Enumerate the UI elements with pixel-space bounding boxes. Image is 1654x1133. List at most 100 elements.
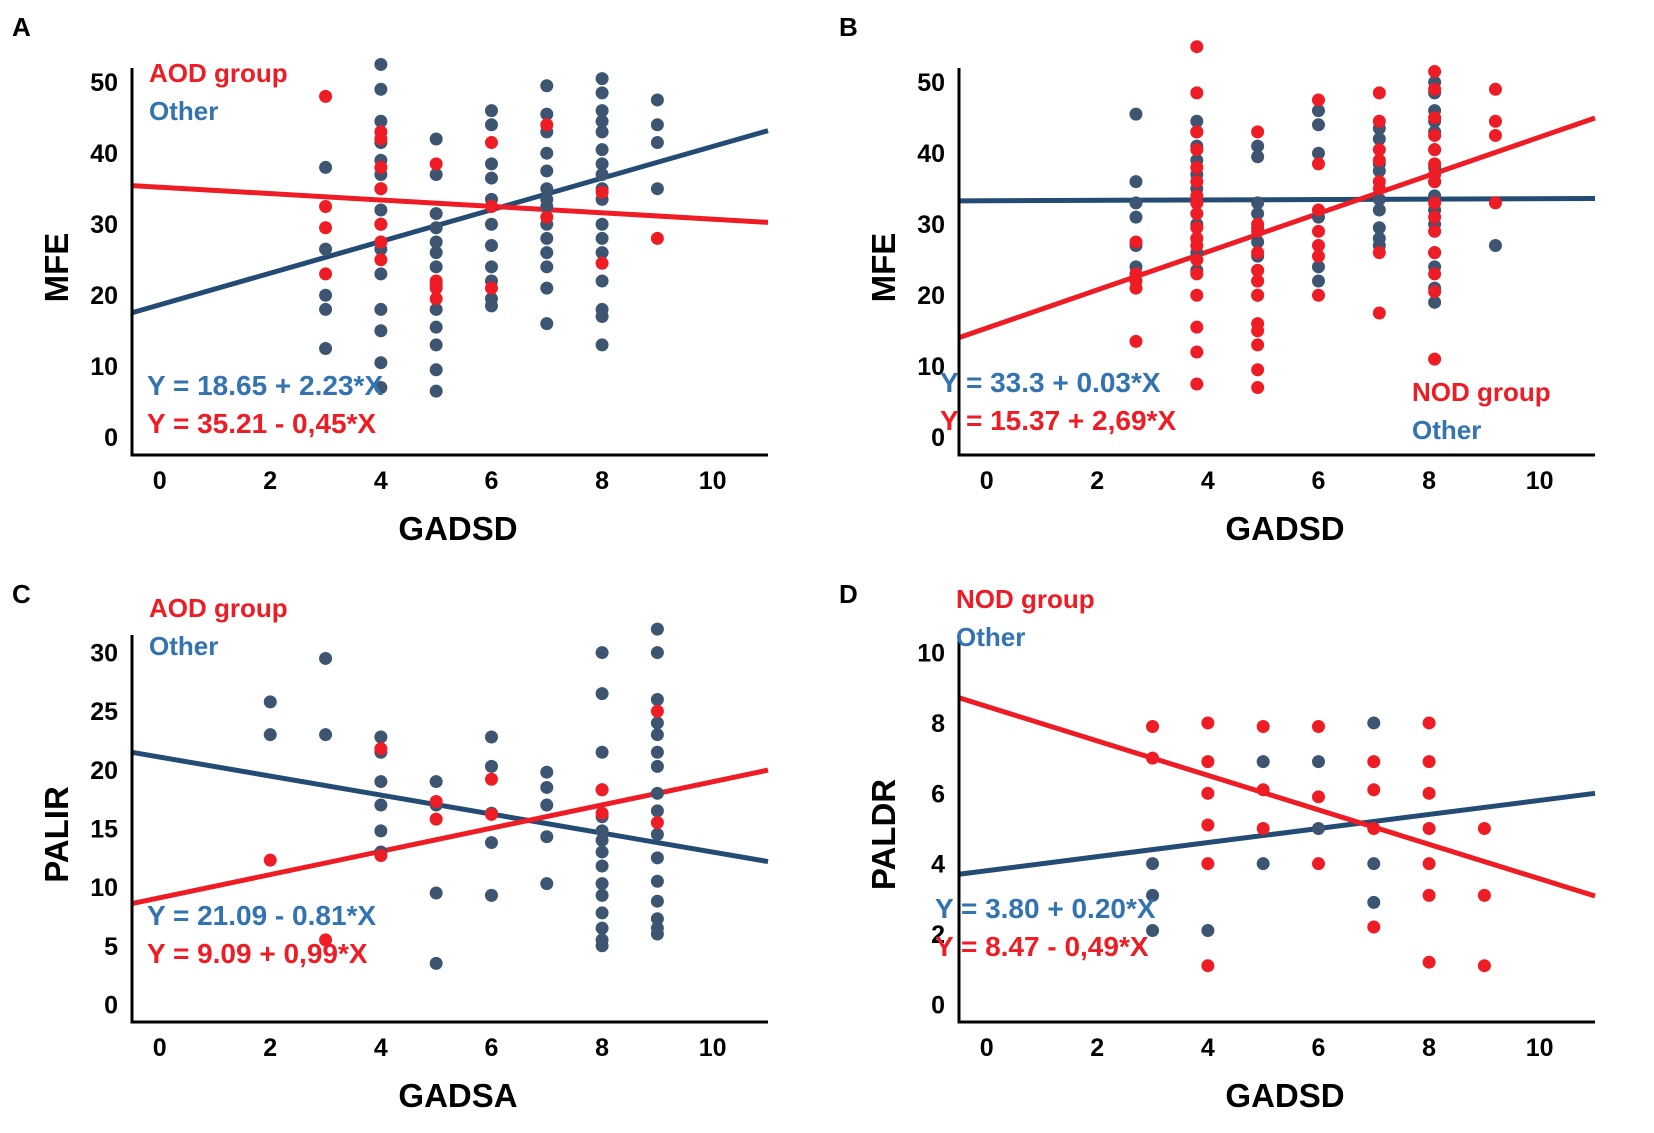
data-point-red (484, 136, 498, 150)
regression-equation: Y = 18.65 + 2.23*X (147, 370, 383, 401)
data-point-red (1251, 338, 1265, 352)
data-point-red (319, 933, 333, 947)
data-point-blue (1372, 203, 1386, 217)
data-point-red (1190, 320, 1204, 334)
x-tick-label: 10 (699, 467, 727, 495)
data-point-blue (595, 125, 609, 139)
y-tick-label: 40 (90, 140, 118, 168)
data-point-blue (540, 780, 554, 794)
x-tick-label: 2 (263, 1034, 277, 1062)
data-point-red (1311, 249, 1325, 263)
data-point-red (484, 772, 498, 786)
data-point-blue (1367, 716, 1381, 730)
y-tick-label: 30 (917, 211, 945, 239)
data-point-blue (484, 118, 498, 132)
panel-b: B 0 2 4 6 8 10 0 10 20 30 40 50 GADSD MFE NOD group Othe… (827, 0, 1654, 566)
data-point-blue (595, 274, 609, 288)
data-point-red (1190, 288, 1204, 302)
data-point-blue (319, 651, 333, 665)
data-point-blue (595, 888, 609, 902)
data-point-red (1251, 274, 1265, 288)
x-tick-label: 2 (263, 467, 277, 495)
regression-equation: Y = 15.37 + 2,69*X (940, 405, 1176, 436)
panel-letter: B (839, 12, 858, 42)
legend-entry: NOD group (1412, 377, 1551, 407)
data-point-blue (540, 798, 554, 812)
data-point-blue (1146, 888, 1160, 902)
data-point-blue (1311, 118, 1325, 132)
x-tick-label: 6 (485, 1034, 499, 1062)
data-point-red (1251, 263, 1265, 277)
data-point-red (1367, 920, 1381, 934)
data-point-red (1311, 239, 1325, 253)
panel-d: D 0 2 4 6 8 10 0 2 4 6 8 10 GADSD PALDR NOD group Other Y… (827, 567, 1654, 1133)
data-point-red (1488, 128, 1502, 142)
y-tick-label: 4 (931, 851, 945, 879)
data-point-blue (429, 246, 443, 260)
data-point-blue (1146, 924, 1160, 938)
data-point-blue (1201, 924, 1215, 938)
x-tick-label: 4 (374, 1034, 388, 1062)
data-point-blue (540, 199, 554, 213)
legend-entry: Other (956, 622, 1025, 652)
data-point-red (1372, 143, 1386, 157)
y-tick-label: 10 (917, 353, 945, 381)
data-point-red (484, 281, 498, 295)
panel-c: C 0 2 4 6 8 10 0 5 10 15 20 25 30 GADSA PALIR AOD group O… (0, 567, 827, 1133)
data-point-blue (1372, 221, 1386, 235)
data-point-blue (595, 646, 609, 660)
data-point-blue (319, 728, 333, 742)
regression-equation: Y = 8.47 - 0,49*X (935, 931, 1149, 962)
data-point-red (1428, 196, 1442, 210)
data-point-blue (540, 317, 554, 331)
y-axis-label: MFE (38, 233, 75, 303)
data-point-red (374, 253, 388, 267)
data-point-red (374, 742, 388, 756)
data-point-blue (429, 363, 443, 377)
data-point-blue (374, 324, 388, 338)
data-point-red (1488, 82, 1502, 96)
data-point-blue (263, 728, 277, 742)
data-point-red (1422, 822, 1436, 835)
data-point-blue (374, 114, 388, 128)
data-point-red (429, 281, 443, 295)
regression-line-red (131, 767, 769, 907)
data-point-red (1367, 822, 1381, 835)
data-point-red (484, 199, 498, 213)
data-point-blue (1146, 857, 1160, 871)
scatter-chart: B 0 2 4 6 8 10 0 10 20 30 40 50 GADSD MFE NOD group Othe… (839, 12, 1596, 547)
data-point-blue (429, 886, 443, 900)
x-tick-label: 6 (1312, 467, 1326, 495)
data-point-blue (595, 157, 609, 171)
data-point-blue (484, 239, 498, 253)
data-point-blue (540, 765, 554, 779)
data-point-red (1201, 857, 1215, 871)
regression-line-blue (131, 749, 769, 865)
data-point-red (1129, 281, 1143, 295)
regression-line-red (131, 183, 769, 225)
data-point-red (1190, 175, 1204, 189)
y-tick-label: 15 (90, 816, 118, 844)
data-point-red (1372, 86, 1386, 100)
x-tick-label: 8 (1422, 467, 1436, 495)
y-tick-label: 30 (90, 211, 118, 239)
data-point-red (1251, 288, 1265, 302)
data-point-blue (595, 939, 609, 953)
data-point-red (1488, 196, 1502, 210)
data-point-blue (595, 833, 609, 847)
data-point-blue (484, 157, 498, 171)
data-point-red (1201, 716, 1215, 730)
data-point-blue (650, 851, 664, 865)
data-point-red (1422, 755, 1436, 769)
data-point-red (1311, 790, 1325, 804)
data-point-red (1190, 160, 1204, 174)
y-tick-label: 6 (931, 780, 945, 808)
data-point-red (595, 806, 609, 820)
data-point-red (1146, 719, 1160, 733)
y-axis-label: PALIR (38, 786, 75, 883)
regression-line-red (958, 115, 1596, 341)
data-point-blue (595, 824, 609, 838)
x-axis-label: GADSD (398, 510, 517, 547)
data-point-blue (595, 845, 609, 859)
data-point-blue (650, 136, 664, 150)
